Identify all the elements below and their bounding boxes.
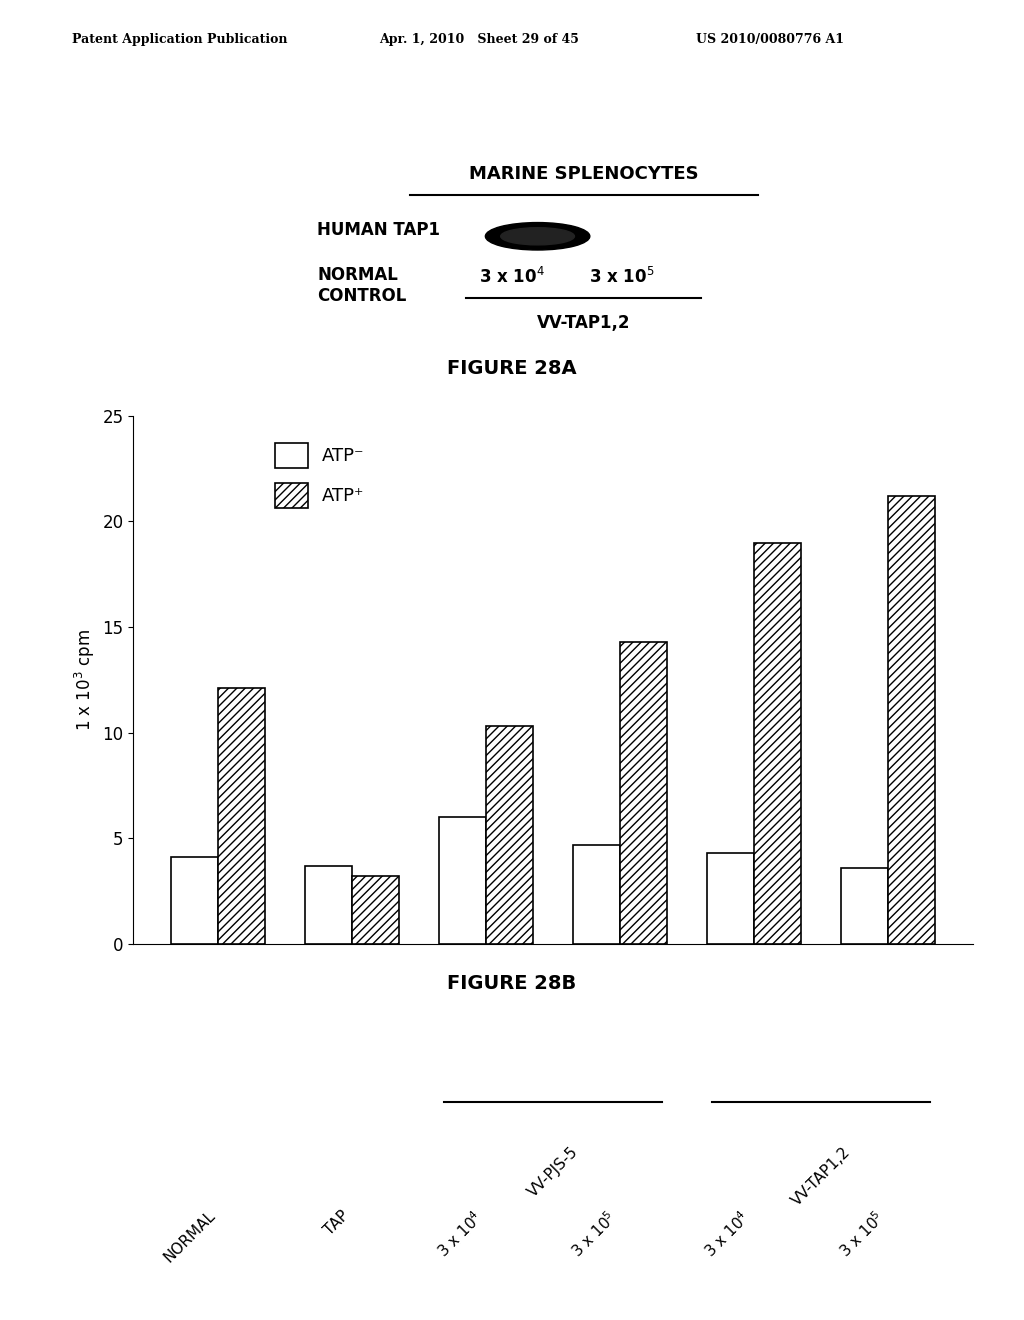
Bar <box>707 853 754 944</box>
Text: VV-TAP1,2: VV-TAP1,2 <box>788 1144 853 1209</box>
Text: HUMAN TAP1: HUMAN TAP1 <box>317 220 440 239</box>
Ellipse shape <box>485 223 590 249</box>
Text: VV-TAP1,2: VV-TAP1,2 <box>537 314 631 333</box>
Text: TAP: TAP <box>322 1208 352 1238</box>
Bar <box>841 867 888 944</box>
Bar <box>573 845 620 944</box>
Text: Patent Application Publication: Patent Application Publication <box>72 33 287 46</box>
Text: NORMAL: NORMAL <box>161 1208 218 1265</box>
Text: NORMAL
CONTROL: NORMAL CONTROL <box>317 265 407 305</box>
Bar <box>486 726 532 944</box>
Y-axis label: 1 x 10$^3$ cpm: 1 x 10$^3$ cpm <box>73 628 96 731</box>
Text: 3 x 10$^4$: 3 x 10$^4$ <box>479 267 545 288</box>
Text: 3 x 10$^4$: 3 x 10$^4$ <box>701 1208 754 1261</box>
Legend: ATP⁻, ATP⁺: ATP⁻, ATP⁺ <box>268 436 372 515</box>
Bar <box>171 857 218 944</box>
Text: 3 x 10$^5$: 3 x 10$^5$ <box>836 1208 888 1261</box>
Bar <box>439 817 486 944</box>
Text: US 2010/0080776 A1: US 2010/0080776 A1 <box>696 33 845 46</box>
Bar <box>305 866 352 944</box>
Text: FIGURE 28B: FIGURE 28B <box>447 974 577 993</box>
Bar <box>620 642 667 944</box>
Text: VV-PJS-5: VV-PJS-5 <box>525 1144 581 1200</box>
Text: FIGURE 28A: FIGURE 28A <box>447 359 577 378</box>
Text: 3 x 10$^4$: 3 x 10$^4$ <box>433 1208 486 1261</box>
Text: 3 x 10$^5$: 3 x 10$^5$ <box>567 1208 620 1261</box>
Bar <box>888 496 935 944</box>
Text: Apr. 1, 2010   Sheet 29 of 45: Apr. 1, 2010 Sheet 29 of 45 <box>379 33 579 46</box>
Bar <box>352 876 399 944</box>
Bar <box>754 543 801 944</box>
Bar <box>218 688 265 944</box>
Text: MARINE SPLENOCYTES: MARINE SPLENOCYTES <box>469 165 698 183</box>
Text: 3 x 10$^5$: 3 x 10$^5$ <box>589 267 654 288</box>
Ellipse shape <box>501 227 574 244</box>
